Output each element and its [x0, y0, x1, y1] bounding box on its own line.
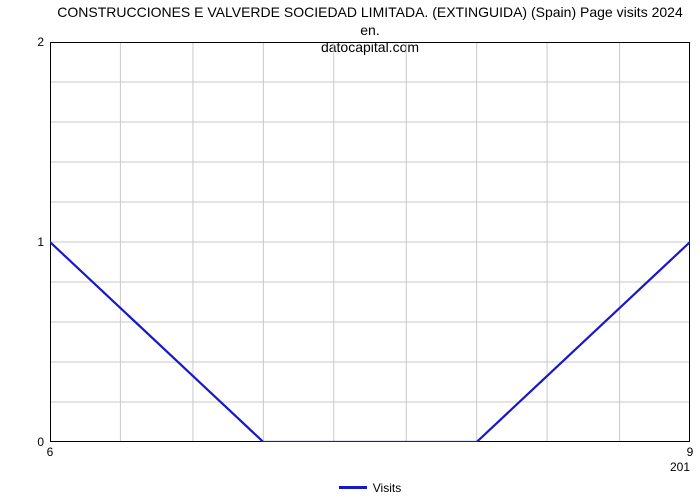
series-group [50, 242, 690, 442]
x-secondary-label: 201 [670, 460, 690, 474]
chart-container: CONSTRUCCIONES E VALVERDE SOCIEDAD LIMIT… [0, 0, 700, 500]
chart-svg [50, 42, 690, 442]
x-tick-label: 6 [47, 445, 54, 459]
x-tick-label: 9 [687, 445, 694, 459]
grid-lines [50, 42, 690, 442]
y-tick-label: 2 [4, 35, 44, 49]
legend-swatch [339, 486, 367, 489]
series-line-visits [50, 242, 690, 442]
y-tick-label: 1 [4, 235, 44, 249]
legend: Visits [50, 480, 690, 495]
legend-label: Visits [373, 481, 401, 495]
plot-area [50, 42, 690, 442]
y-tick-label: 0 [4, 435, 44, 449]
chart-title-line1: CONSTRUCCIONES E VALVERDE SOCIEDAD LIMIT… [57, 4, 682, 38]
